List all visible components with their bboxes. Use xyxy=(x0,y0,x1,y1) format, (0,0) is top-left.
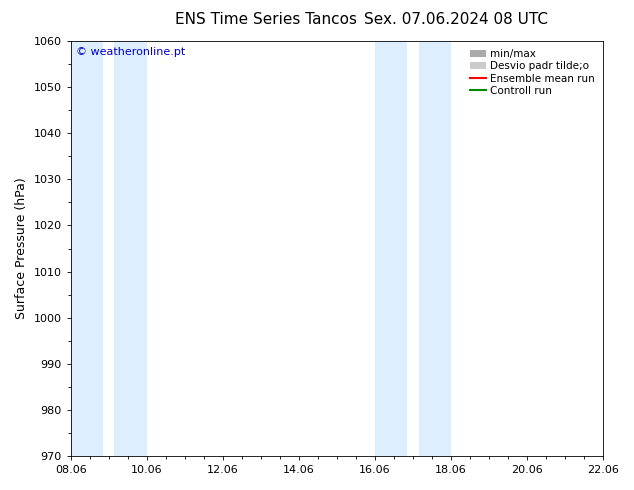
Bar xyxy=(375,41,407,456)
Text: ENS Time Series Tancos: ENS Time Series Tancos xyxy=(175,12,358,27)
Bar xyxy=(418,41,451,456)
Text: © weatheronline.pt: © weatheronline.pt xyxy=(76,47,185,57)
Bar xyxy=(71,41,103,456)
Text: Sex. 07.06.2024 08 UTC: Sex. 07.06.2024 08 UTC xyxy=(365,12,548,27)
Legend: min/max, Desvio padr tilde;o, Ensemble mean run, Controll run: min/max, Desvio padr tilde;o, Ensemble m… xyxy=(467,46,598,99)
Bar xyxy=(115,41,146,456)
Y-axis label: Surface Pressure (hPa): Surface Pressure (hPa) xyxy=(15,178,28,319)
